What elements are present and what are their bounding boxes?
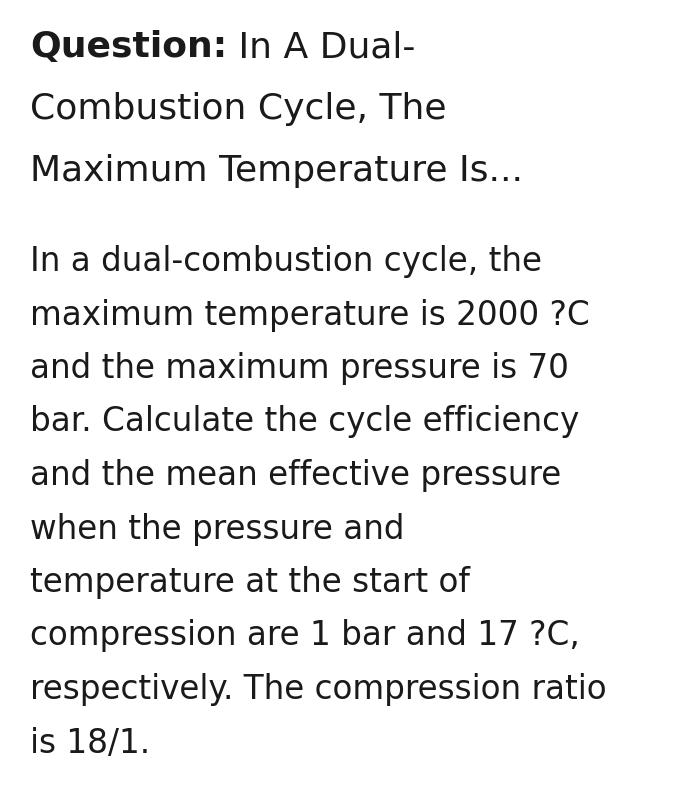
- Text: respectively. The compression ratio: respectively. The compression ratio: [30, 673, 607, 706]
- Text: Combustion Cycle, The: Combustion Cycle, The: [30, 92, 447, 126]
- Text: temperature at the start of: temperature at the start of: [30, 566, 470, 599]
- Text: and the maximum pressure is 70: and the maximum pressure is 70: [30, 352, 569, 385]
- Text: Maximum Temperature Is...: Maximum Temperature Is...: [30, 154, 523, 188]
- Text: bar. Calculate the cycle efficiency: bar. Calculate the cycle efficiency: [30, 406, 580, 438]
- Text: In A Dual-: In A Dual-: [227, 30, 416, 64]
- Text: maximum temperature is 2000 ?C: maximum temperature is 2000 ?C: [30, 298, 590, 331]
- Text: and the mean effective pressure: and the mean effective pressure: [30, 459, 561, 492]
- Text: Question:: Question:: [30, 30, 227, 64]
- Text: is 18/1.: is 18/1.: [30, 726, 150, 759]
- Text: when the pressure and: when the pressure and: [30, 513, 405, 546]
- Text: In a dual-combustion cycle, the: In a dual-combustion cycle, the: [30, 245, 542, 278]
- Text: compression are 1 bar and 17 ?C,: compression are 1 bar and 17 ?C,: [30, 619, 580, 653]
